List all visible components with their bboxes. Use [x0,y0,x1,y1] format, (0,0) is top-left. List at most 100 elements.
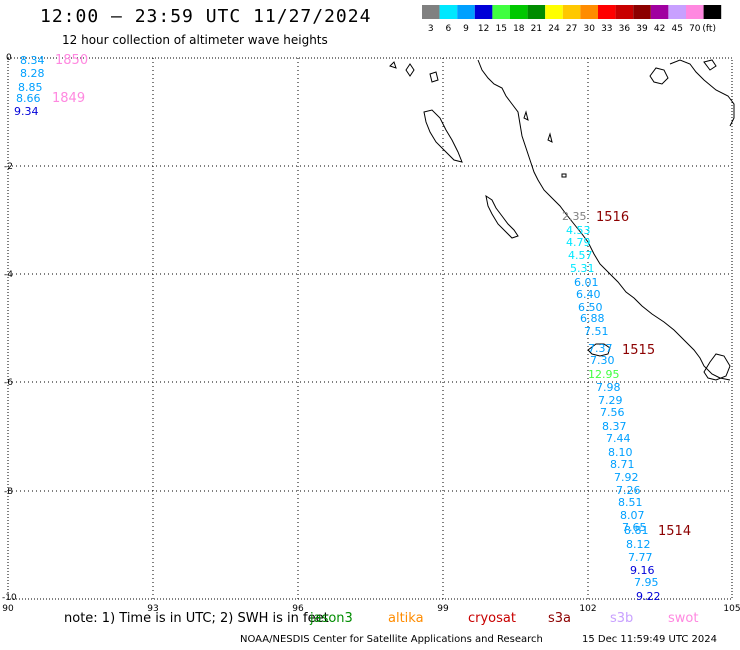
swh-reading: 7.56 [600,406,625,419]
legend-label: 45 [671,24,682,34]
swh-reading: 4.79 [566,236,591,249]
swh-reading: 6.50 [578,301,603,314]
legend-label: 15 [495,24,506,34]
swh-reading: 7.95 [634,576,659,589]
y-tick-label: -4 [4,270,13,280]
swh-reading: 7.30 [590,354,615,367]
swh-reading: 7.65 [622,521,647,534]
swh-reading: 9.22 [636,590,661,603]
legend-swatch [633,5,651,19]
wave-height-legend-labels: 3 6 9 12 15 18 21 24 27 30 33 36 39 42 45 70 (ft) [428,24,716,34]
y-tick-label: -2 [4,162,13,172]
swh-reading: 7.98 [596,381,621,394]
legend-swatch [598,5,616,19]
legend-label: 21 [531,24,542,34]
pass-time-label: 1516 [596,210,629,225]
legend-label: 12 [478,24,489,34]
legend-swatch [580,5,598,19]
x-tick-label: 93 [147,604,158,614]
swh-reading: 7.92 [614,471,639,484]
legend-swatch [615,5,634,19]
swh-reading: 2.35 [562,210,587,223]
swh-reading: 8.66 [16,92,41,105]
swh-reading: 7.29 [598,394,623,407]
x-tick-label: 102 [579,604,596,614]
pass-time-label: 1514 [658,524,691,539]
legend-label: 27 [566,24,577,34]
swh-reading: 4.57 [568,249,593,262]
x-tick-label: 105 [723,604,740,614]
legend-swatch [686,5,704,19]
legend-swatch [457,5,475,19]
legend-unit: (ft) [702,24,716,34]
satellite-legend-item: jason3 [310,611,353,626]
wave-height-legend [422,5,722,19]
satellite-legend-item: cryosat [468,611,516,626]
legend-swatch [562,5,581,19]
plot-frame [7,57,733,600]
swh-reading: 4.53 [566,224,591,237]
swh-reading: 12.95 [588,368,620,381]
legend-swatch [650,5,669,19]
map-title: 12:00 – 23:59 UTC 11/27/2024 [40,6,372,27]
pass-time-label: 1849 [52,91,85,106]
satellite-legend-item: altika [388,611,424,626]
pass-time-label: 1515 [622,343,655,358]
swh-reading: 8.71 [610,458,635,471]
swh-reading: 8.10 [608,446,633,459]
swh-reading: 8.07 [620,509,645,522]
y-axis-labels: 0 -2 -4 -6 -8 -10 [2,53,17,603]
legend-swatch [527,5,546,19]
swh-reading: 9.16 [630,564,655,577]
legend-swatch [439,5,458,19]
swh-reading: 9.34 [14,105,39,118]
footer-credit: NOAA/NESDIS Center for Satellite Applica… [240,634,543,645]
footer-timestamp: 15 Dec 11:59:49 UTC 2024 [582,634,717,645]
satellite-legend-item: s3a [548,611,572,626]
x-tick-label: 99 [437,604,449,614]
swh-reading: 8.37 [602,420,627,433]
legend-label: 6 [446,24,452,34]
swh-reading: 8.51 [618,496,643,509]
legend-swatch [545,5,563,19]
satellite-legend-item: s3b [610,611,634,626]
legend-label: 24 [548,24,560,34]
y-tick-label: 0 [6,53,12,63]
legend-label: 3 [428,24,434,34]
legend-label: 30 [583,24,595,34]
units-note: note: 1) Time is in UTC; 2) SWH is in fe… [64,611,329,626]
x-tick-label: 96 [292,604,304,614]
swh-reading: 8.34 [20,54,45,67]
legend-swatch [703,5,722,19]
map-subtitle: 12 hour collection of altimeter wave hei… [62,33,328,47]
legend-label: 9 [463,24,469,34]
swh-reading: 7.37 [588,342,613,355]
legend-swatch [668,5,686,19]
legend-swatch [474,5,493,19]
swh-reading: 6.01 [574,276,599,289]
swh-reading: 6.40 [576,288,601,301]
grid-lines [8,58,732,599]
swh-reading: 7.26 [616,484,641,497]
legend-label: 39 [636,24,648,34]
swh-reading: 8.12 [626,538,651,551]
legend-swatch [510,5,528,19]
swh-reading: 7.51 [584,325,609,338]
legend-swatch [492,5,510,19]
y-tick-label: -10 [2,593,17,603]
y-tick-label: -6 [4,378,13,388]
swh-reading: 8.81 [624,524,649,537]
legend-label: 70 [689,24,701,34]
x-axis-labels: 90 93 96 99 102 105 [2,604,740,614]
swh-readings: 8.348.288.858.669.34 2.354.534.794.575.31… [14,54,661,603]
legend-label: 18 [513,24,525,34]
legend-label: 33 [601,24,612,34]
x-tick-label: 90 [2,604,14,614]
legend-swatch [422,5,440,19]
swh-reading: 8.85 [18,81,43,94]
pass-time-label: 1850 [55,53,88,68]
swh-reading: 7.44 [606,432,631,445]
satellite-legend-item: swot [668,611,699,626]
y-tick-label: -8 [4,487,13,497]
